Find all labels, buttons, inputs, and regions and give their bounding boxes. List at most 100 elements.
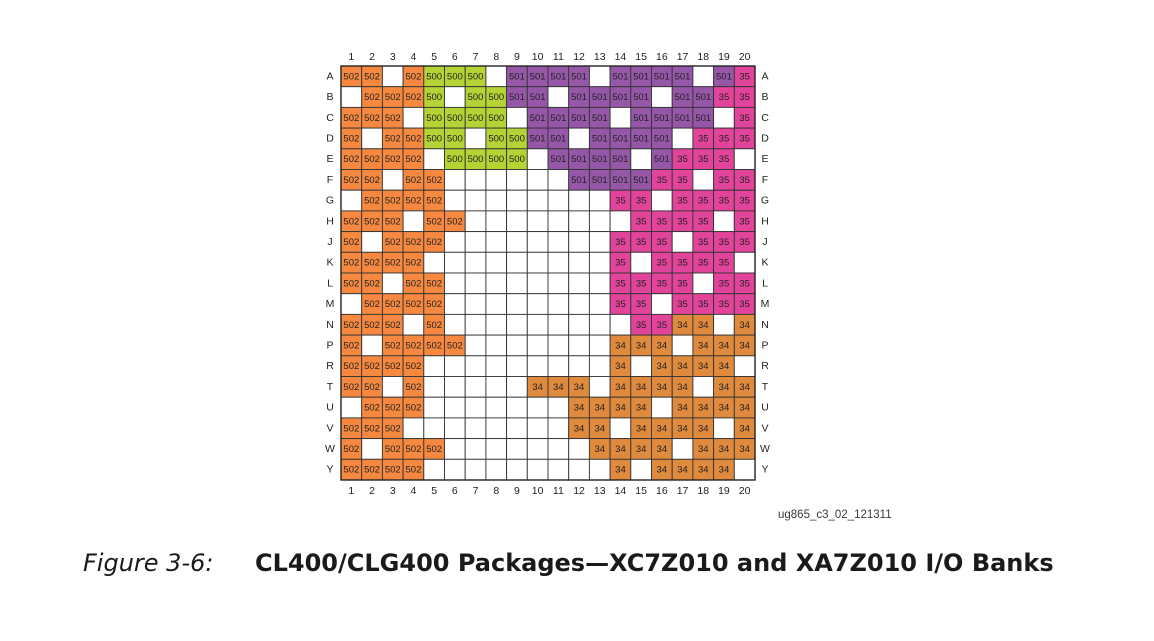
bank-label: 502: [406, 382, 422, 393]
row-label-left: U: [326, 402, 334, 414]
bank-label: 502: [406, 403, 422, 414]
ball-cell: [547, 417, 570, 440]
bank-label: 502: [385, 361, 401, 372]
bank-label: 501: [613, 175, 629, 186]
bank-label: 34: [739, 403, 750, 414]
bank-label: 34: [698, 444, 709, 455]
bank-label: 35: [677, 216, 688, 227]
bank-label: 35: [698, 237, 709, 248]
column-label-bottom: 2: [369, 485, 375, 497]
bank-label: 502: [385, 196, 401, 207]
row-label-left: H: [326, 215, 334, 227]
bank-label: 34: [719, 340, 730, 351]
ball-cell: [506, 376, 528, 398]
bank-label: 502: [385, 403, 401, 414]
column-label-top: 5: [431, 51, 437, 63]
bank-label: 35: [657, 278, 668, 289]
bank-label: 502: [385, 423, 401, 434]
bank-label: 35: [615, 278, 626, 289]
bank-label: 501: [550, 71, 566, 82]
bank-label: 502: [364, 465, 380, 476]
ball-cell: [444, 293, 466, 315]
bank-label: 500: [468, 92, 484, 103]
ball-cell: [547, 438, 570, 460]
bank-label: 502: [364, 71, 380, 82]
row-label-right: G: [761, 195, 769, 207]
ball-cell: [464, 231, 487, 253]
ball-cell: [444, 251, 466, 274]
bank-label: 35: [698, 196, 709, 207]
ball-cell: [733, 355, 756, 377]
bank-label: 501: [509, 92, 525, 103]
bank-label: 502: [385, 216, 401, 227]
bank-label: 35: [719, 175, 730, 186]
bank-label: 34: [657, 340, 668, 351]
bank-label: 502: [406, 278, 422, 289]
bank-label: 501: [571, 154, 587, 165]
bank-label: 501: [530, 113, 546, 124]
bank-label: 502: [343, 423, 359, 434]
bank-label: 501: [530, 92, 546, 103]
ball-cell: [402, 417, 425, 440]
bank-label: 35: [615, 196, 626, 207]
ball-cell: [651, 86, 673, 108]
bank-label: 501: [613, 71, 629, 82]
bank-label: 501: [633, 133, 649, 144]
bank-label: 35: [739, 113, 750, 124]
ball-cell: [733, 458, 756, 481]
ball-cell: [568, 127, 590, 150]
column-label-top: 19: [718, 51, 730, 63]
ball-cell: [506, 355, 528, 377]
column-label-bottom: 14: [615, 485, 627, 497]
ball-cell: [485, 65, 508, 88]
bank-label: 501: [592, 113, 608, 124]
bank-label: 35: [677, 258, 688, 269]
bank-label: 35: [719, 237, 730, 248]
column-label-bottom: 8: [493, 485, 499, 497]
bank-label: 502: [343, 278, 359, 289]
row-label-right: N: [761, 319, 769, 331]
ball-cell: [568, 293, 590, 315]
ball-cell: [485, 272, 508, 295]
bank-label: 35: [657, 175, 668, 186]
row-label-right: D: [761, 132, 769, 144]
bank-label: 34: [739, 423, 750, 434]
column-label-bottom: 18: [697, 485, 709, 497]
ball-cell: [485, 313, 508, 336]
row-label-right: W: [760, 443, 770, 455]
ball-cell: [526, 396, 549, 419]
bank-label: 35: [739, 196, 750, 207]
bank-label: 502: [343, 382, 359, 393]
ball-cell: [423, 458, 445, 481]
ball-cell: [526, 313, 549, 336]
ball-cell: [340, 293, 363, 315]
ball-cell: [464, 251, 487, 274]
bank-label: 501: [716, 71, 732, 82]
bank-label: 502: [406, 237, 422, 248]
bank-label: 34: [677, 423, 688, 434]
ball-cell: [361, 438, 383, 460]
bank-label: 500: [488, 92, 504, 103]
ball-cell: [588, 458, 611, 481]
ball-cell: [444, 189, 466, 212]
bank-label: 501: [654, 71, 670, 82]
ball-cell: [444, 169, 466, 191]
bank-label: 502: [406, 258, 422, 269]
ball-cell: [464, 458, 487, 481]
bank-label: 502: [406, 465, 422, 476]
row-label-right: E: [761, 153, 768, 165]
bank-label: 502: [426, 196, 442, 207]
bank-label: 34: [719, 361, 730, 372]
bank-label: 35: [636, 320, 647, 331]
bank-label: 34: [657, 423, 668, 434]
ball-cell: [361, 334, 383, 357]
bank-label: 35: [677, 299, 688, 310]
bank-label: 502: [385, 299, 401, 310]
bank-label: 34: [698, 465, 709, 476]
column-label-top: 20: [739, 51, 751, 63]
ball-cell: [547, 189, 570, 212]
ball-cell: [340, 396, 363, 419]
column-label-bottom: 11: [553, 485, 564, 497]
ball-cell: [630, 148, 652, 170]
bank-label: 34: [698, 361, 709, 372]
